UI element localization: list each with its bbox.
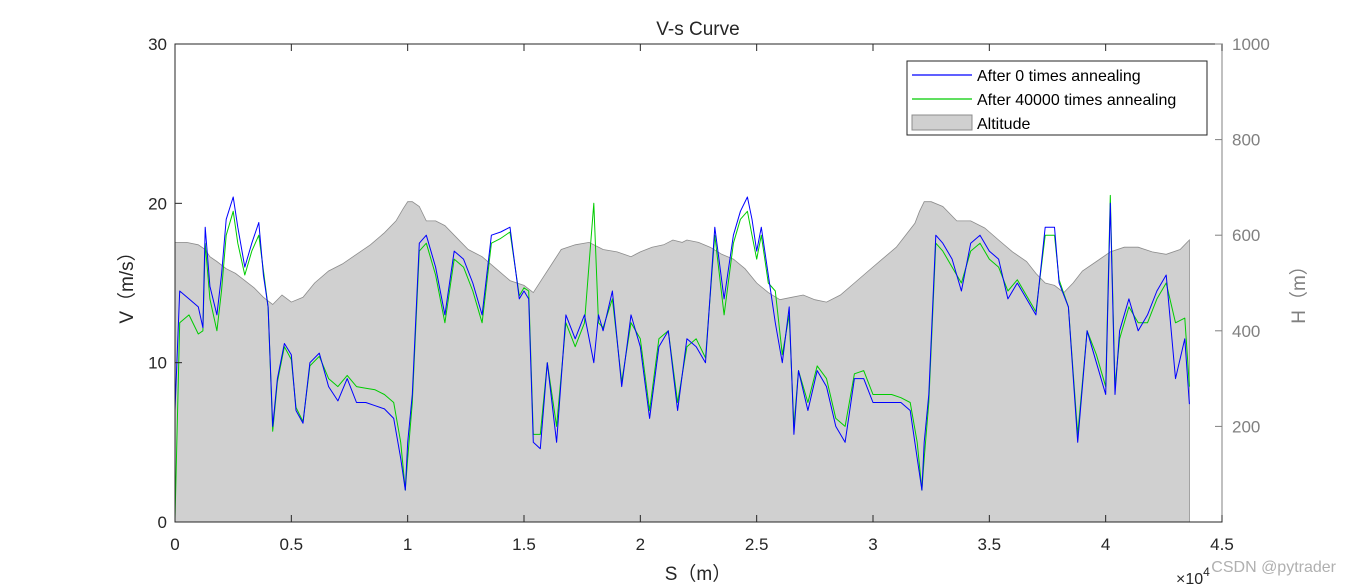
y-right-tick-label: 400 <box>1232 322 1260 341</box>
x-tick-label: 3.5 <box>978 535 1002 554</box>
y-left-tick-label: 10 <box>148 354 167 373</box>
legend-label-series1: After 40000 times annealing <box>977 92 1176 109</box>
y-right-tick-label: 800 <box>1232 131 1260 150</box>
legend-label-altitude: Altitude <box>977 116 1030 133</box>
legend-label-series0: After 0 times annealing <box>977 68 1141 85</box>
altitude-area <box>175 201 1190 522</box>
x-tick-label: 4.5 <box>1210 535 1234 554</box>
legend-swatch-altitude <box>911 114 973 131</box>
lines-layer <box>175 194 1190 519</box>
y-right-tick-label: 200 <box>1232 417 1260 436</box>
legend: After 0 times annealing After 40000 time… <box>906 60 1208 136</box>
altitude-layer <box>175 201 1190 522</box>
x-tick-label: 3 <box>868 535 877 554</box>
ticks-layer: 0 0.5 1 1.5 2 2.5 3 3.5 4 4.5 0 10 20 30 200 400 600 800 1… <box>148 35 1270 554</box>
y-left-tick-label: 30 <box>148 35 167 54</box>
x-tick-label: 0 <box>170 535 179 554</box>
y-left-tick-label: 0 <box>158 513 167 532</box>
x-tick-label: 4 <box>1101 535 1110 554</box>
y-left-tick-label: 20 <box>148 194 167 213</box>
x-tick-label: 0.5 <box>280 535 304 554</box>
x-axis-label: S（m） <box>665 563 732 585</box>
x-multiplier-exp: 4 <box>1203 565 1210 579</box>
x-tick-label: 1 <box>403 535 412 554</box>
y-axis-right-label: H（m） <box>1288 256 1310 324</box>
x-tick-label: 2.5 <box>745 535 769 554</box>
y-right-tick-label: 600 <box>1232 226 1260 245</box>
chart-title: V-s Curve <box>656 19 739 40</box>
x-tick-label: 1.5 <box>512 535 536 554</box>
watermark-text: CSDN @pytrader <box>1211 559 1336 576</box>
y-axis-left-label: V（m/s） <box>116 242 138 323</box>
x-tick-label: 2 <box>636 535 645 554</box>
y-right-tick-label: 1000 <box>1232 35 1270 54</box>
series-line-0-annealing <box>175 196 1190 491</box>
x-multiplier-base: ×10 <box>1176 571 1203 586</box>
x-multiplier: ×104 <box>1176 565 1210 586</box>
